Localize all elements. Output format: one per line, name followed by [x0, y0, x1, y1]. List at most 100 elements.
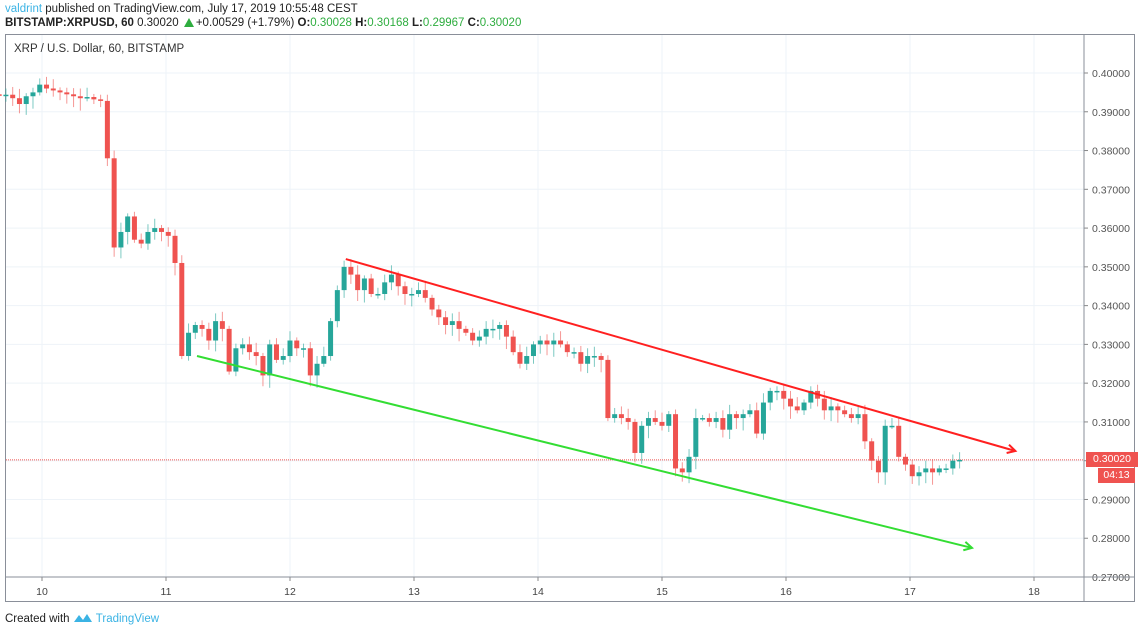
candle-body [422, 290, 428, 298]
candle-body [801, 402, 807, 411]
candle-body [361, 278, 367, 291]
candle-body [706, 418, 712, 422]
y-axis-label: 0.35000 [1092, 262, 1130, 274]
candle-body [443, 317, 449, 326]
candle-body [564, 344, 570, 353]
candle-body [334, 290, 340, 322]
candle-body [889, 425, 895, 428]
close-value: 0.30020 [479, 17, 522, 29]
y-axis-label: 0.40000 [1092, 68, 1130, 80]
candle-body [294, 340, 300, 349]
symbol-info-bar: BITSTAMP:XRPUSD, 60 0.30020 +0.00529 (+1… [5, 17, 521, 29]
candle-body [598, 356, 604, 360]
y-axis-label: 0.31000 [1092, 417, 1130, 429]
candle-body [470, 332, 476, 341]
y-axis-label: 0.36000 [1092, 223, 1130, 235]
candle-body [740, 414, 746, 419]
candle-body [226, 328, 232, 372]
open-label: O: [297, 17, 311, 29]
candle-body [23, 96, 29, 105]
bar-countdown: 04:13 [1098, 468, 1135, 483]
candle-body [388, 274, 394, 283]
candle-body [848, 414, 854, 419]
tradingview-logo-icon [73, 614, 92, 622]
candle-body [449, 321, 455, 326]
candle-body [713, 418, 719, 422]
candle-body [828, 406, 834, 411]
candle-body [355, 274, 361, 291]
candle-body [855, 414, 861, 419]
close-label: C: [467, 17, 480, 29]
y-axis-label: 0.27000 [1092, 572, 1130, 584]
candle-body [510, 336, 516, 353]
candle-body [774, 390, 780, 393]
candle-body [321, 356, 327, 364]
candle-body [382, 282, 388, 294]
candle-body [409, 293, 415, 296]
candle-body [84, 97, 90, 99]
candle-body [314, 363, 320, 376]
candle-body [659, 421, 665, 426]
candle-body [253, 352, 259, 357]
x-axis-label: 18 [1028, 586, 1040, 598]
publish-info: valdrint published on TradingView.com, J… [5, 3, 358, 15]
open-value: 0.30028 [310, 17, 352, 29]
candle-body [192, 325, 198, 333]
candle-body [781, 390, 787, 399]
candle-body [206, 328, 212, 341]
resistance-trendline [345, 258, 1016, 452]
candle-body [679, 468, 685, 473]
candle-body [896, 425, 902, 457]
candle-body [402, 286, 408, 294]
candle-body [179, 262, 185, 357]
chart-title: XRP / U.S. Dollar, 60, BITSTAMP [14, 43, 185, 55]
current-price-tag: 0.30020 [1086, 452, 1138, 467]
candle-body [429, 297, 435, 310]
candle-body [652, 418, 658, 422]
candle-body [267, 344, 273, 376]
x-axis-label: 17 [904, 586, 916, 598]
high-label: H: [355, 17, 368, 29]
candle-body [273, 344, 279, 360]
price-change: +0.00529 (+1.79%) [195, 17, 295, 29]
candle-body [476, 336, 482, 341]
candle-body [483, 328, 489, 337]
candle-body [199, 325, 205, 329]
publisher-link[interactable]: valdrint [5, 3, 43, 15]
candle-body [760, 402, 766, 434]
candle-body [808, 390, 814, 403]
last-price: 0.30020 [137, 17, 179, 29]
chart-frame[interactable] [5, 34, 1135, 602]
candle-body [612, 414, 618, 419]
candle-body [158, 228, 164, 232]
y-axis-label: 0.33000 [1092, 339, 1130, 351]
candle-body [727, 414, 733, 430]
candle-body [287, 340, 293, 357]
candle-body [835, 406, 841, 411]
candle-body [618, 414, 624, 419]
tradingview-brand-link[interactable]: TradingView [95, 613, 160, 625]
candle-body [842, 410, 848, 415]
candle-body [0, 94, 2, 96]
candle-body [57, 90, 63, 93]
candle-body [585, 356, 591, 364]
published-text: published on TradingView.com, July 17, 2… [42, 3, 358, 15]
y-axis-label: 0.28000 [1092, 533, 1130, 545]
candle-body [77, 96, 83, 99]
candle-body [788, 398, 794, 407]
candle-body [591, 356, 597, 358]
support-arrow-icon [963, 541, 975, 552]
candle-body [186, 332, 192, 357]
candle-body [71, 94, 77, 97]
x-axis-label: 15 [656, 586, 668, 598]
candle-body [246, 344, 252, 353]
candle-body [645, 418, 651, 426]
candle-body [673, 414, 679, 469]
candle-body [666, 414, 672, 426]
x-axis-label: 11 [161, 586, 172, 598]
candle-body [950, 460, 956, 469]
candle-body [463, 328, 469, 333]
y-axis-label: 0.39000 [1092, 107, 1130, 119]
candle-body [213, 321, 219, 341]
